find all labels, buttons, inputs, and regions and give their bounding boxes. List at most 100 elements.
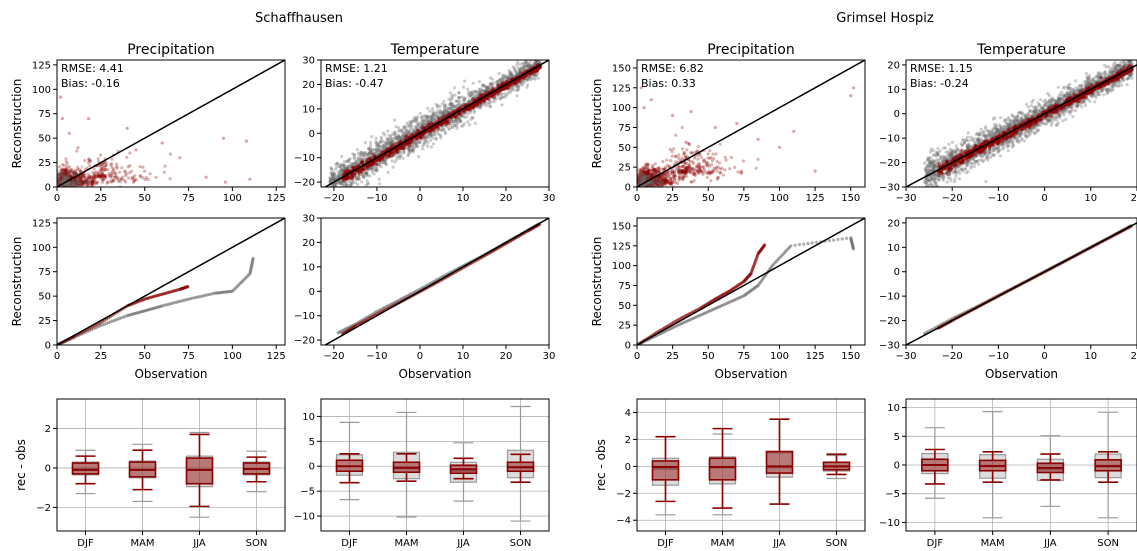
observation-point — [384, 142, 388, 146]
observation-point — [427, 119, 431, 123]
reconstruction-point — [68, 174, 72, 179]
reconstruction-point — [72, 179, 77, 183]
observation-point — [536, 55, 539, 58]
reconstruction-point — [64, 176, 68, 180]
observation-point — [494, 91, 498, 95]
observation-point — [434, 137, 438, 141]
reconstruction-point — [66, 182, 70, 186]
observation-point — [476, 90, 480, 94]
reconstruction-point — [70, 179, 74, 183]
observation-point — [467, 99, 472, 103]
observation-point — [422, 122, 427, 127]
reconstruction-point — [79, 180, 83, 184]
reconstruction-point — [68, 180, 72, 184]
station-title-schaffhausen: Schaffhausen — [255, 11, 343, 26]
reconstruction-point — [144, 175, 148, 180]
observation-point — [420, 122, 424, 126]
observation-point — [535, 53, 538, 56]
observation-point — [497, 71, 501, 75]
observation-point — [71, 183, 75, 187]
observation-point — [440, 116, 444, 120]
observation-point — [442, 99, 446, 103]
reconstruction-point — [61, 178, 65, 182]
observation-point — [495, 83, 499, 88]
reconstruction-point — [103, 174, 107, 178]
observation-point — [391, 144, 395, 148]
observation-point — [473, 121, 477, 125]
reconstruction-point — [63, 171, 67, 175]
observation-point — [507, 76, 511, 80]
observation-point — [72, 183, 76, 187]
reconstruction-point — [79, 176, 83, 180]
observation-point — [66, 183, 70, 187]
reconstruction-point — [74, 180, 78, 184]
observation-point — [345, 160, 349, 164]
observation-point — [423, 135, 427, 139]
observation-point — [425, 139, 429, 143]
observation-point — [341, 183, 345, 187]
reconstruction-point — [110, 165, 114, 169]
observation-point — [426, 117, 430, 122]
reconstruction-point — [98, 169, 102, 173]
observation-point — [457, 91, 461, 95]
reconstruction-point — [103, 176, 108, 180]
reconstruction-point — [138, 174, 143, 179]
x-tick-label: 75 — [182, 193, 195, 204]
observation-point — [497, 90, 501, 95]
observation-point — [331, 183, 335, 187]
observation-point — [454, 99, 458, 103]
reconstruction-point — [100, 171, 104, 175]
reconstruction-point — [67, 181, 71, 185]
reconstruction-point — [59, 178, 64, 182]
observation-point — [508, 71, 512, 75]
reconstruction-point — [69, 180, 73, 185]
reconstruction-point — [98, 176, 102, 180]
x-tick-label: −10 — [366, 351, 387, 362]
schaffhausen-temp-scatter-panel: −20 −10 0 10 20 30−20−100102030TemperatureRMS… — [294, 42, 555, 204]
reconstruction-point — [73, 182, 77, 186]
reconstruction-point — [86, 183, 90, 187]
reconstruction-point — [110, 162, 114, 166]
observation-point — [329, 188, 332, 191]
reconstruction-point — [81, 173, 85, 177]
observation-point — [330, 168, 334, 172]
reconstruction-point — [69, 183, 73, 187]
reconstruction-point — [130, 169, 134, 173]
observation-point — [377, 177, 381, 181]
observation-point — [403, 130, 407, 134]
reconstruction-point — [61, 175, 65, 179]
reconstruction-point — [96, 174, 100, 178]
x-tick-label: 50 — [138, 351, 151, 362]
observation-point — [389, 139, 394, 143]
y-tick-label: 0 — [309, 129, 315, 140]
reconstruction-point — [71, 181, 75, 185]
observation-point — [64, 183, 68, 187]
reconstruction-point — [92, 167, 96, 171]
observation-point — [396, 134, 400, 138]
reconstruction-point — [85, 180, 90, 184]
observation-point — [381, 146, 385, 151]
observation-point — [363, 140, 367, 145]
reconstruction-point — [78, 180, 82, 184]
observation-point — [407, 148, 411, 152]
observation-point — [399, 140, 403, 144]
observation-point — [71, 183, 75, 187]
reconstruction-point — [61, 175, 65, 179]
observation-point — [463, 108, 467, 113]
reconstruction-point — [58, 179, 63, 183]
observation-point — [342, 165, 346, 169]
observation-point — [411, 130, 416, 134]
reconstruction-point — [104, 164, 108, 168]
reconstruction-point — [62, 176, 67, 181]
reconstruction-point — [92, 178, 96, 182]
observation-point — [413, 132, 417, 136]
y-tick-label: 2 — [45, 424, 51, 435]
reconstruction-point — [102, 168, 106, 172]
observation-point — [351, 167, 355, 171]
reconstruction-point — [60, 169, 64, 173]
observation-point — [405, 135, 409, 139]
reconstruction-point — [79, 182, 83, 186]
observation-point — [463, 102, 467, 106]
observation-point — [516, 60, 520, 64]
observation-point — [390, 143, 394, 147]
